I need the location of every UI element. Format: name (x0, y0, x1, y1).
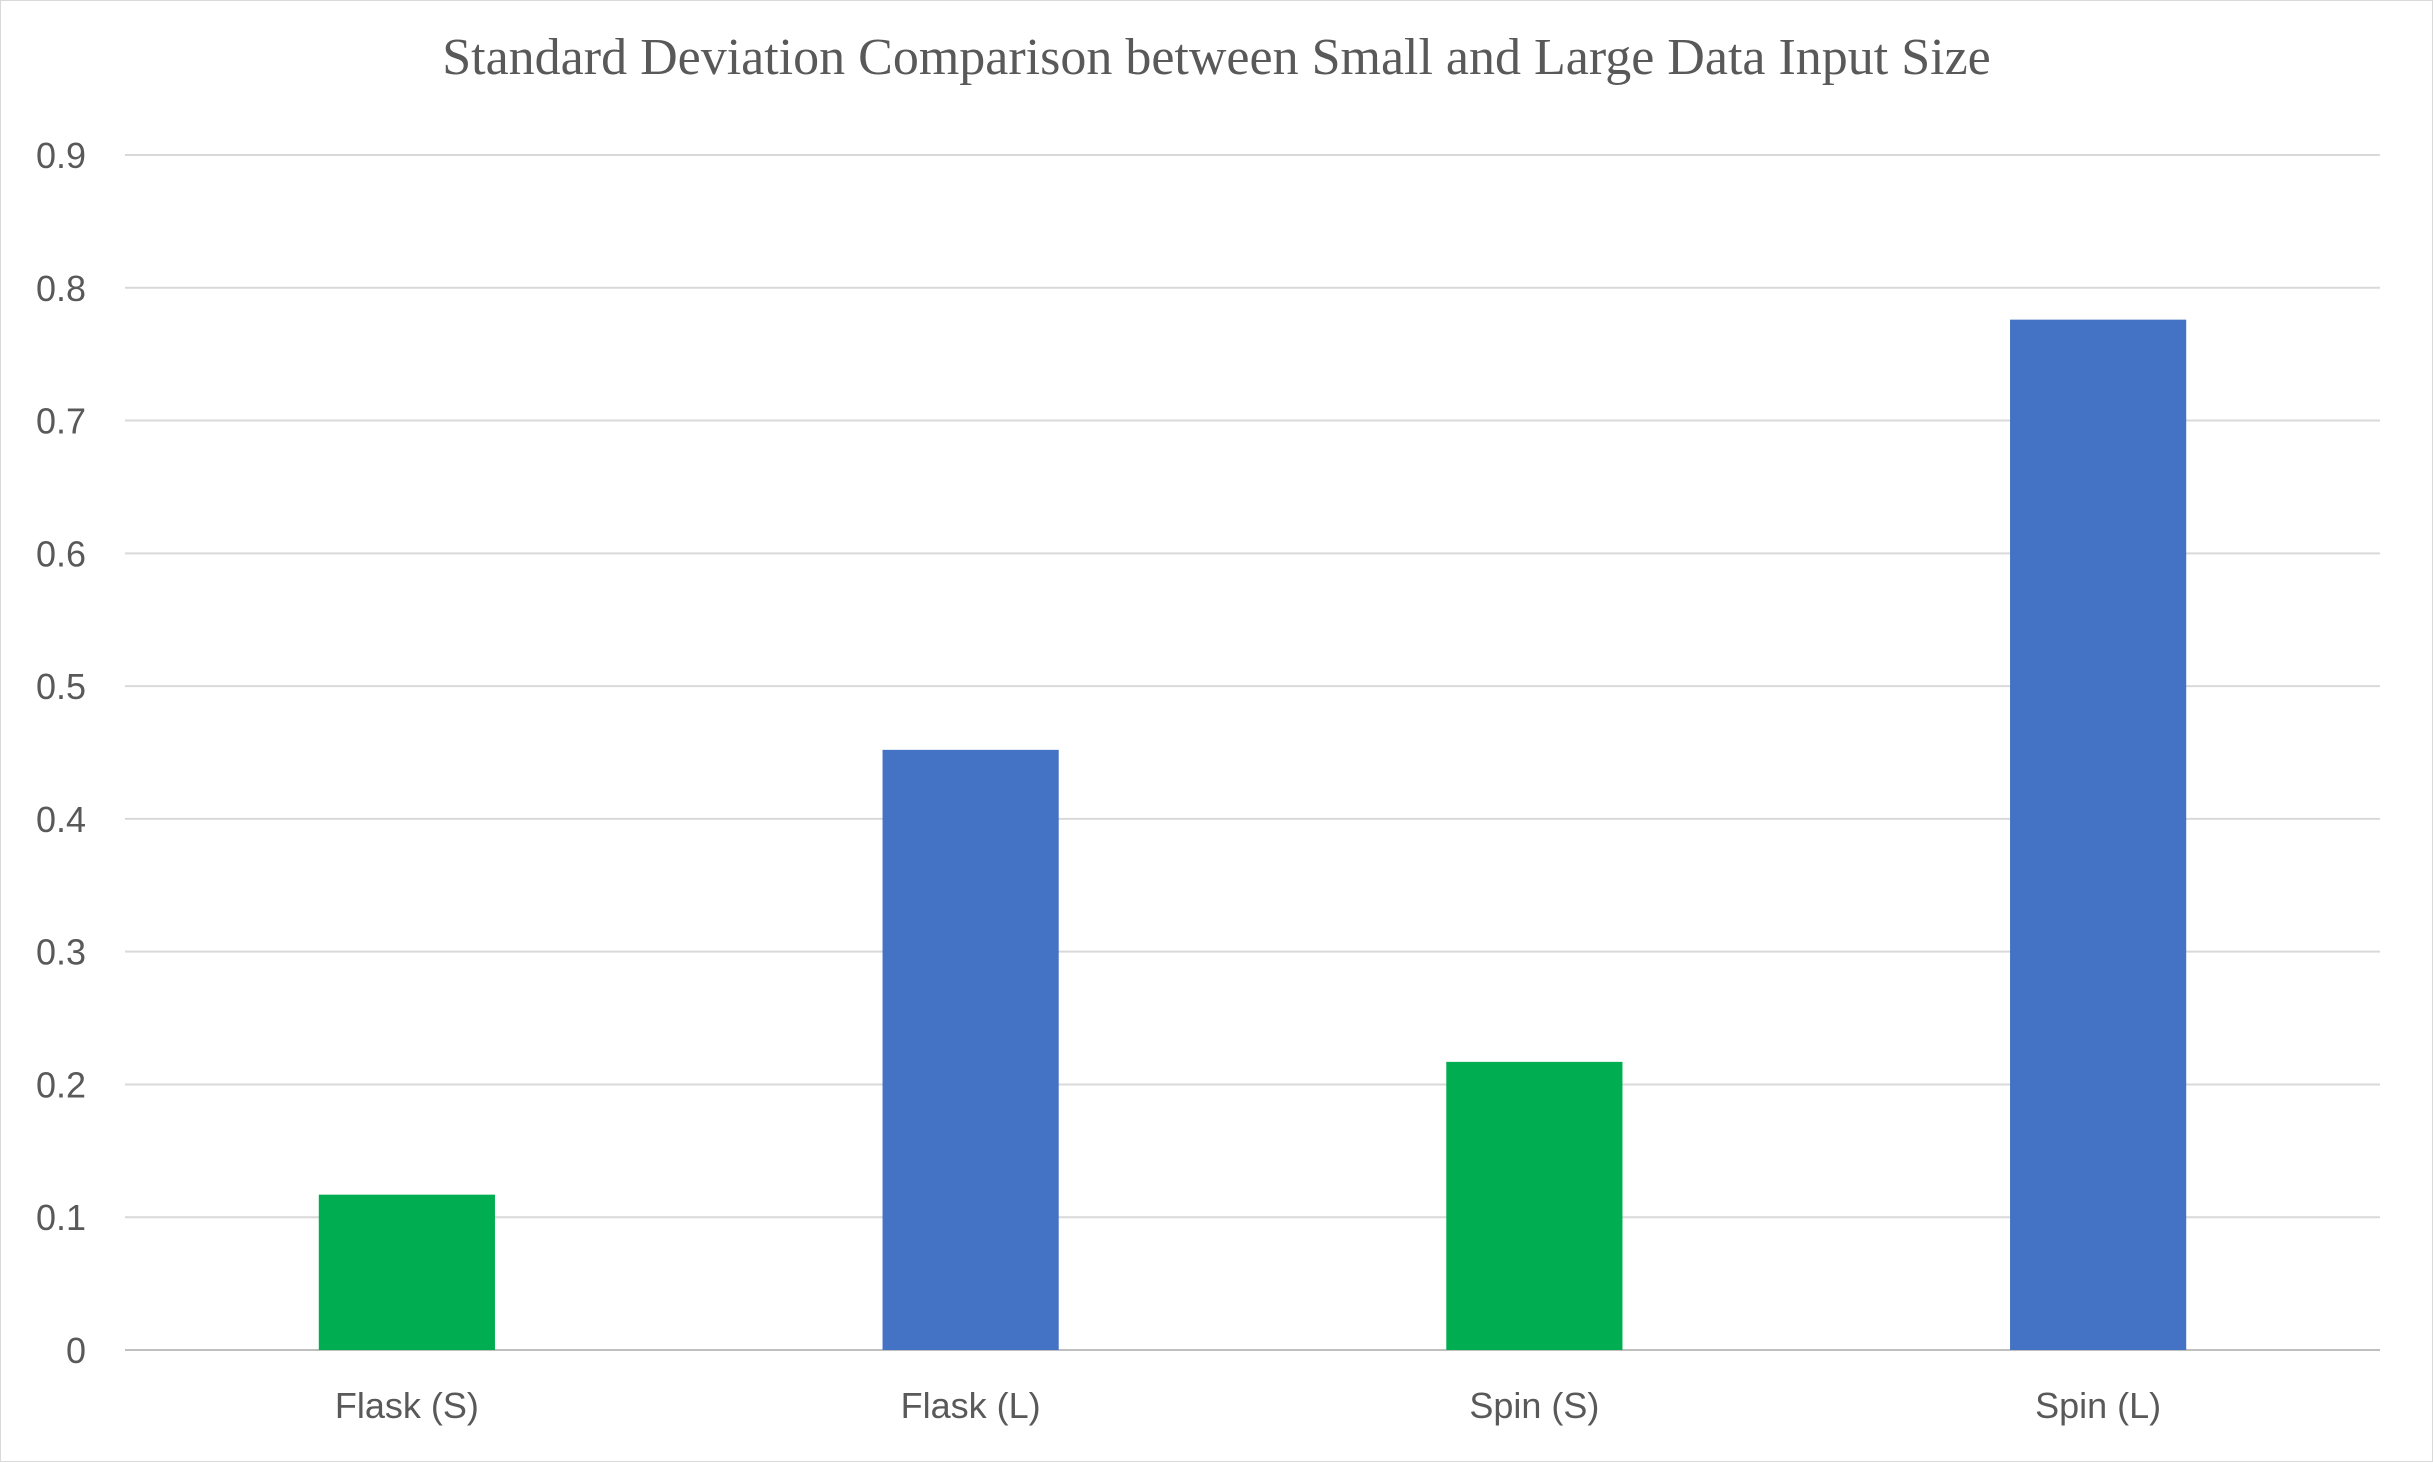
bar-spin-s (1446, 1061, 1623, 1350)
chart-title: Standard Deviation Comparison between Sm… (442, 29, 1991, 86)
gridlines (125, 154, 2380, 1351)
bar-spin-l (2010, 319, 2187, 1351)
y-tick-label: 0.1 (36, 1197, 86, 1238)
x-axis-ticks: Flask (S) Flask (L) Spin (S) Spin (L) (335, 1385, 2161, 1426)
bars (318, 319, 2187, 1351)
bar-flask-l (882, 749, 1059, 1350)
y-tick-label: 0.5 (36, 666, 86, 707)
x-tick-label: Spin (S) (1469, 1385, 1599, 1426)
y-tick-label: 0.6 (36, 533, 86, 574)
x-tick-label: Spin (L) (2035, 1385, 2161, 1426)
x-tick-label: Flask (L) (901, 1385, 1041, 1426)
y-tick-label: 0 (66, 1330, 86, 1371)
y-tick-label: 0.2 (36, 1064, 86, 1105)
y-axis-ticks: 0 0.1 0.2 0.3 0.4 0.5 0.6 0.7 0.8 0.9 (36, 135, 86, 1371)
y-tick-label: 0.9 (36, 135, 86, 176)
y-tick-label: 0.8 (36, 268, 86, 309)
y-tick-label: 0.7 (36, 401, 86, 442)
y-tick-label: 0.4 (36, 799, 86, 840)
bar-flask-s (318, 1194, 495, 1350)
x-tick-label: Flask (S) (335, 1385, 479, 1426)
y-tick-label: 0.3 (36, 932, 86, 973)
